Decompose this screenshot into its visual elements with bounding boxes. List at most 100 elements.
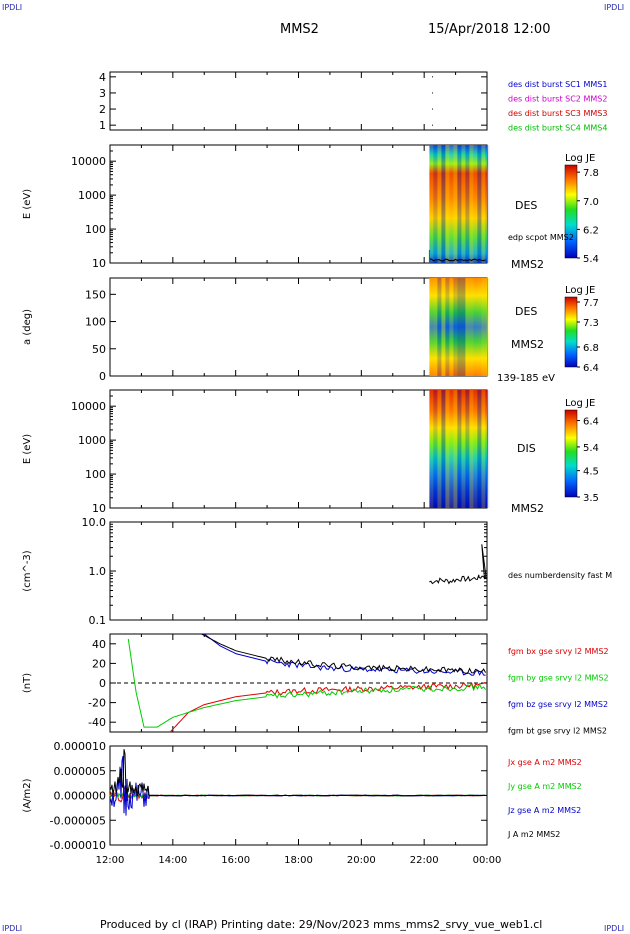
des-pitch-spectrogram	[429, 278, 487, 376]
des-energy-side-label-1: DES	[515, 199, 537, 212]
current-legend-4: J A m2 MMS2	[507, 830, 560, 839]
des-energy-colorbar-label: 7.0	[583, 197, 599, 208]
des-pitch-spectrogram-strip	[473, 278, 478, 376]
corner-label-bl: IPDLI	[2, 924, 23, 933]
des-energy-spectrogram-strip	[445, 145, 450, 263]
des-pitch-colorbar-label: 6.4	[583, 363, 599, 374]
bfield-line-4	[201, 633, 487, 674]
corner-label-tr: IPDLI	[604, 3, 625, 12]
dis-energy-spectrogram-strip	[461, 390, 466, 508]
des-pitch-ytick-label: 0	[99, 370, 106, 383]
dis-energy-spectrogram-strip	[469, 390, 474, 508]
current-xtick-label: 20:00	[347, 855, 376, 866]
des-energy-spectrogram-strip	[453, 145, 458, 263]
des-energy-spectrogram	[429, 145, 487, 263]
footer-credit: Produced by cl (IRAP) Printing date: 29/…	[100, 918, 543, 931]
bfield-ylabel: (nT)	[22, 673, 33, 693]
des-energy-spectrogram-strip	[469, 145, 474, 263]
des-energy-ylabel: E (eV)	[22, 189, 33, 219]
des-pitch-ytick-label: 150	[85, 288, 106, 301]
des-pitch-side-label-2: MMS2	[511, 338, 544, 351]
availability-point	[432, 108, 434, 110]
des-energy-spectrogram-strip	[449, 145, 454, 263]
current-ytick-label: 0.000000	[54, 790, 107, 803]
dis-energy-spectrogram-strip	[465, 390, 470, 508]
des-pitch-spectrogram-strip	[481, 278, 486, 376]
current-legend-1: Jx gse A m2 MMS2	[507, 758, 582, 767]
des-pitch-ytick-label: 100	[85, 316, 106, 329]
availability-ytick-label: 4	[99, 71, 106, 84]
current-xtick-label: 12:00	[96, 855, 125, 866]
availability-frame	[109, 71, 488, 131]
availability-ytick-label: 3	[99, 87, 106, 100]
datetime-title: 15/Apr/2018 12:00	[428, 22, 551, 37]
des-pitch-colorbar-title: Log JE	[565, 285, 595, 296]
des-pitch-spectrogram-strip	[449, 278, 454, 376]
des-pitch-spectrogram-strip	[441, 278, 446, 376]
dis-energy-spectrogram-strip	[449, 390, 454, 508]
des-pitch-side-label-1: DES	[515, 305, 537, 318]
dis-energy-ytick-label: 10	[92, 502, 106, 515]
des-energy-spectrogram-strip	[437, 145, 442, 263]
current-ylabel: (A/m2)	[22, 778, 33, 812]
des-pitch-spectrogram-strip	[485, 278, 490, 376]
current-xtick-label: 00:00	[473, 855, 502, 866]
des-energy-ytick-label: 1000	[78, 189, 106, 202]
des-energy-ytick-label: 10	[92, 257, 106, 270]
des-pitch-side-label-3: 139-185 eV	[497, 373, 555, 384]
des-energy-side-label-2: edp scpot MMS2	[508, 233, 574, 242]
dis-energy-spectrogram-strip	[437, 390, 442, 508]
des-energy-colorbar-label: 7.8	[583, 168, 599, 179]
des-energy-spectrogram-strip	[461, 145, 466, 263]
des-pitch-spectrogram-strip	[429, 278, 434, 376]
current-xtick-label: 16:00	[221, 855, 250, 866]
density-line	[429, 544, 488, 585]
dis-energy-spectrogram-strip	[457, 390, 462, 508]
dis-energy-colorbar	[564, 409, 578, 498]
des-pitch-spectrogram-strip	[457, 278, 462, 376]
density-ytick-label: 1.0	[89, 565, 107, 578]
dis-energy-colorbar-label: 5.4	[583, 443, 599, 454]
bfield-legend-3: fgm bz gse srvy l2 MMS2	[508, 700, 608, 709]
des-energy-spectrogram-strip	[441, 145, 446, 263]
des-energy-colorbar-label: 5.4	[583, 254, 599, 265]
des-energy-side-label-3: MMS2	[511, 258, 544, 271]
des-energy-ytick-label: 100	[85, 223, 106, 236]
dis-energy-spectrogram-strip	[453, 390, 458, 508]
des-pitch-colorbar-label: 7.3	[583, 318, 599, 329]
bfield-line-3	[204, 633, 486, 676]
availability-ytick-label: 1	[99, 119, 106, 132]
des-pitch-colorbar-label: 7.7	[583, 298, 599, 309]
dis-energy-ytick-label: 10000	[71, 400, 106, 413]
dis-energy-spectrogram-strip	[441, 390, 446, 508]
des-pitch-spectrogram-strip	[453, 278, 458, 376]
des-energy-spectrogram-strip	[481, 145, 486, 263]
des-pitch-spectrogram-strip	[437, 278, 442, 376]
des-pitch-spectrogram-strip	[477, 278, 482, 376]
spacecraft-title: MMS2	[280, 22, 319, 37]
des-pitch-ytick-label: 50	[92, 343, 106, 356]
des-pitch-spectrogram-strip	[465, 278, 470, 376]
current-legend-3: Jz gse A m2 MMS2	[507, 806, 581, 815]
current-ytick-label: -0.000010	[50, 839, 106, 852]
dis-energy-spectrogram-strip	[485, 390, 490, 508]
availability-legend-4: des dist burst SC4 MMS4	[508, 124, 607, 133]
des-energy-colorbar	[564, 164, 578, 259]
des-pitch-ylabel: a (deg)	[22, 309, 33, 345]
des-energy-spectrogram-strip	[485, 145, 490, 263]
dis-energy-colorbar-label: 4.5	[583, 467, 599, 478]
scpot-line	[429, 258, 486, 262]
dis-energy-spectrogram	[429, 390, 487, 508]
current-ytick-label: 0.000010	[54, 740, 107, 753]
dis-energy-ylabel: E (eV)	[22, 434, 33, 464]
dis-energy-spectrogram-strip	[433, 390, 438, 508]
des-energy-spectrogram-strip	[457, 145, 462, 263]
bfield-ytick-label: 40	[92, 638, 106, 651]
des-pitch-spectrogram-strip	[461, 278, 466, 376]
dis-energy-spectrogram-strip	[477, 390, 482, 508]
des-energy-spectrogram-strip	[433, 145, 438, 263]
des-energy-spectrogram-strip	[477, 145, 482, 263]
des-pitch-spectrogram-strip	[469, 278, 474, 376]
dis-energy-ytick-label: 100	[85, 468, 106, 481]
